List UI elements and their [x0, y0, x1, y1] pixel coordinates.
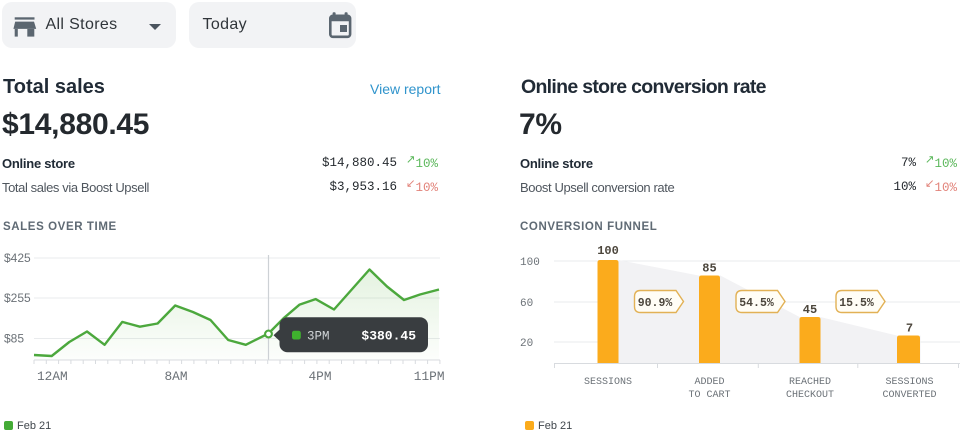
svg-text:REACHED: REACHED — [789, 377, 831, 388]
svg-text:100: 100 — [597, 244, 619, 258]
svg-text:TO CART: TO CART — [688, 390, 730, 401]
svg-text:60: 60 — [520, 298, 533, 310]
svg-text:15.5%: 15.5% — [839, 297, 874, 310]
svg-text:$425: $425 — [4, 251, 31, 265]
svg-text:54.5%: 54.5% — [739, 297, 774, 310]
svg-text:7: 7 — [906, 322, 913, 336]
svg-text:45: 45 — [803, 303, 817, 317]
svg-text:100: 100 — [520, 257, 540, 269]
svg-text:CHECKOUT: CHECKOUT — [786, 390, 834, 401]
svg-text:SESSIONS: SESSIONS — [885, 377, 933, 388]
svg-text:3PM: 3PM — [307, 330, 330, 344]
svg-text:8AM: 8AM — [164, 369, 187, 384]
svg-text:85: 85 — [702, 262, 716, 276]
svg-text:$85: $85 — [4, 332, 24, 346]
svg-text:$380.45: $380.45 — [361, 329, 416, 344]
svg-text:90.9%: 90.9% — [638, 297, 673, 310]
svg-text:CONVERTED: CONVERTED — [882, 390, 936, 401]
svg-text:20: 20 — [520, 338, 533, 350]
svg-text:$255: $255 — [4, 291, 31, 305]
svg-text:4PM: 4PM — [308, 369, 331, 384]
svg-text:ADDED: ADDED — [694, 377, 724, 388]
svg-text:SESSIONS: SESSIONS — [584, 377, 632, 388]
svg-text:12AM: 12AM — [37, 369, 68, 384]
svg-text:11PM: 11PM — [414, 369, 445, 384]
